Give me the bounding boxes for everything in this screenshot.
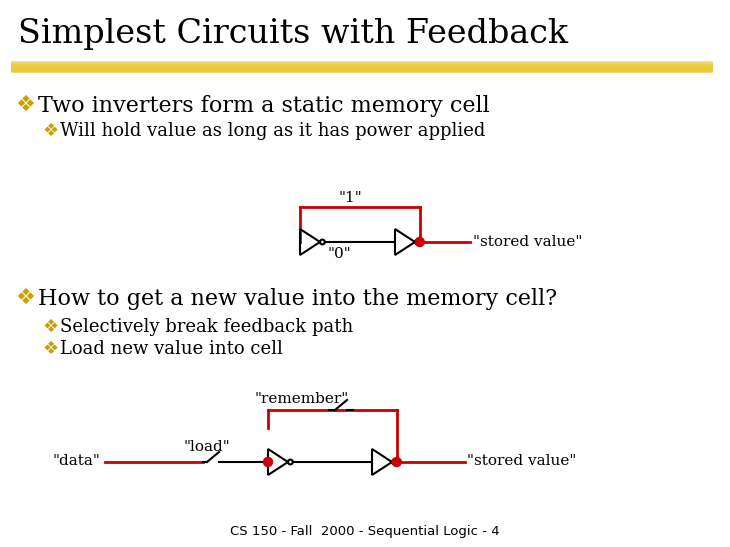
- Text: "load": "load": [184, 440, 231, 454]
- Text: CS 150 - Fall  2000 - Sequential Logic - 4: CS 150 - Fall 2000 - Sequential Logic - …: [230, 525, 500, 538]
- Circle shape: [288, 459, 293, 464]
- Circle shape: [392, 457, 402, 467]
- FancyBboxPatch shape: [11, 63, 713, 72]
- Text: ❖: ❖: [42, 318, 58, 336]
- Text: How to get a new value into the memory cell?: How to get a new value into the memory c…: [38, 288, 557, 310]
- FancyBboxPatch shape: [11, 67, 713, 73]
- Text: "stored value": "stored value": [473, 235, 583, 249]
- Text: "data": "data": [52, 454, 100, 468]
- Text: ❖: ❖: [15, 95, 35, 115]
- Circle shape: [415, 237, 424, 247]
- Text: Load new value into cell: Load new value into cell: [60, 340, 283, 358]
- Text: Will hold value as long as it has power applied: Will hold value as long as it has power …: [60, 122, 485, 140]
- FancyBboxPatch shape: [11, 62, 713, 72]
- Text: Selectively break feedback path: Selectively break feedback path: [60, 318, 353, 336]
- Text: "0": "0": [328, 247, 352, 261]
- Circle shape: [320, 240, 325, 245]
- Text: "stored value": "stored value": [466, 454, 576, 468]
- FancyBboxPatch shape: [11, 65, 713, 73]
- FancyBboxPatch shape: [11, 66, 713, 73]
- Text: ❖: ❖: [42, 122, 58, 140]
- Circle shape: [264, 457, 272, 467]
- Circle shape: [415, 240, 420, 245]
- Circle shape: [392, 459, 397, 464]
- Text: ❖: ❖: [15, 288, 35, 308]
- Text: "remember": "remember": [255, 392, 349, 406]
- FancyBboxPatch shape: [11, 61, 713, 72]
- Text: Simplest Circuits with Feedback: Simplest Circuits with Feedback: [18, 18, 568, 50]
- Text: ❖: ❖: [42, 340, 58, 358]
- Text: "1": "1": [338, 191, 362, 205]
- Text: Two inverters form a static memory cell: Two inverters form a static memory cell: [38, 95, 490, 117]
